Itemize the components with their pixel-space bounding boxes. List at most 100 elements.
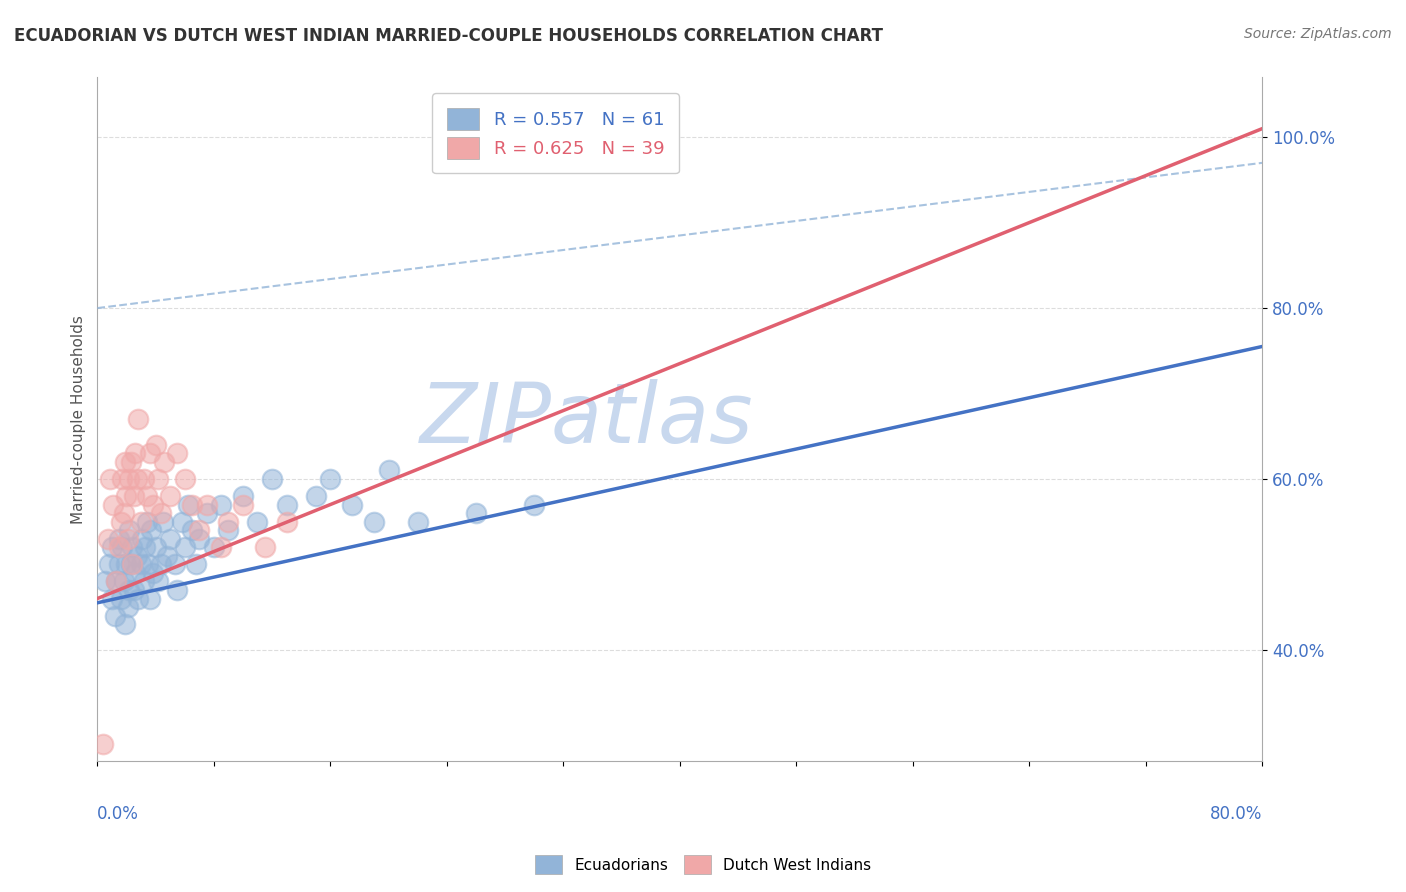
Point: [145, 541, 167, 555]
Point: [202, 541, 225, 555]
Point: [115, 489, 138, 503]
Point: [127, 412, 149, 426]
Point: [142, 566, 165, 580]
Point: [112, 506, 135, 520]
Point: [100, 472, 122, 486]
Point: [91, 737, 114, 751]
Point: [363, 515, 385, 529]
Point: [163, 558, 186, 572]
Point: [139, 591, 162, 606]
Point: [104, 608, 127, 623]
Point: [246, 515, 269, 529]
Point: [115, 558, 138, 572]
Point: [173, 541, 195, 555]
Point: [276, 498, 298, 512]
Point: [377, 463, 399, 477]
Point: [186, 558, 208, 572]
Point: [117, 532, 139, 546]
Point: [523, 498, 546, 512]
Point: [156, 549, 179, 563]
Point: [108, 558, 131, 572]
Text: 80.0%: 80.0%: [1209, 805, 1263, 823]
Point: [181, 523, 204, 537]
Point: [148, 472, 170, 486]
Point: [195, 498, 218, 512]
Point: [101, 591, 124, 606]
Text: ECUADORIAN VS DUTCH WEST INDIAN MARRIED-COUPLE HOUSEHOLDS CORRELATION CHART: ECUADORIAN VS DUTCH WEST INDIAN MARRIED-…: [14, 27, 883, 45]
Point: [117, 600, 139, 615]
Point: [129, 515, 152, 529]
Point: [124, 446, 146, 460]
Point: [122, 582, 145, 597]
Point: [110, 515, 132, 529]
Point: [319, 472, 342, 486]
Point: [142, 498, 165, 512]
Point: [153, 455, 176, 469]
Point: [131, 532, 153, 546]
Point: [145, 438, 167, 452]
Point: [121, 558, 143, 572]
Point: [209, 541, 232, 555]
Legend: Ecuadorians, Dutch West Indians: Ecuadorians, Dutch West Indians: [529, 849, 877, 880]
Point: [121, 541, 143, 555]
Point: [209, 498, 232, 512]
Point: [120, 558, 142, 572]
Point: [125, 549, 148, 563]
Point: [188, 523, 211, 537]
Point: [406, 515, 429, 529]
Point: [173, 472, 195, 486]
Text: Source: ZipAtlas.com: Source: ZipAtlas.com: [1244, 27, 1392, 41]
Point: [122, 489, 145, 503]
Point: [129, 558, 152, 572]
Point: [132, 472, 155, 486]
Point: [217, 515, 239, 529]
Point: [276, 515, 298, 529]
Point: [150, 558, 173, 572]
Point: [111, 472, 134, 486]
Point: [101, 541, 124, 555]
Point: [148, 574, 170, 589]
Point: [340, 498, 363, 512]
Legend: R = 0.557   N = 61, R = 0.625   N = 39: R = 0.557 N = 61, R = 0.625 N = 39: [433, 94, 679, 173]
Point: [135, 515, 157, 529]
Point: [98, 558, 121, 572]
Y-axis label: Married-couple Households: Married-couple Households: [72, 315, 86, 524]
Point: [108, 541, 131, 555]
Point: [114, 455, 136, 469]
Point: [112, 574, 135, 589]
Point: [108, 532, 131, 546]
Text: 0.0%: 0.0%: [97, 805, 139, 823]
Point: [232, 489, 254, 503]
Point: [134, 541, 156, 555]
Point: [114, 617, 136, 632]
Point: [217, 523, 239, 537]
Point: [136, 558, 159, 572]
Point: [260, 472, 283, 486]
Point: [305, 489, 328, 503]
Point: [159, 489, 181, 503]
Point: [141, 523, 163, 537]
Point: [105, 574, 128, 589]
Point: [188, 532, 211, 546]
Point: [96, 532, 118, 546]
Point: [124, 566, 146, 580]
Point: [111, 541, 134, 555]
Point: [176, 498, 198, 512]
Point: [110, 591, 132, 606]
Point: [195, 506, 218, 520]
Point: [181, 498, 204, 512]
Point: [118, 582, 141, 597]
Point: [132, 574, 155, 589]
Point: [166, 446, 188, 460]
Point: [105, 574, 128, 589]
Point: [464, 506, 486, 520]
Point: [139, 446, 162, 460]
Point: [125, 472, 148, 486]
Point: [232, 498, 254, 512]
Point: [159, 532, 181, 546]
Point: [253, 541, 276, 555]
Point: [166, 582, 188, 597]
Point: [118, 523, 141, 537]
Point: [170, 515, 193, 529]
Point: [93, 574, 115, 589]
